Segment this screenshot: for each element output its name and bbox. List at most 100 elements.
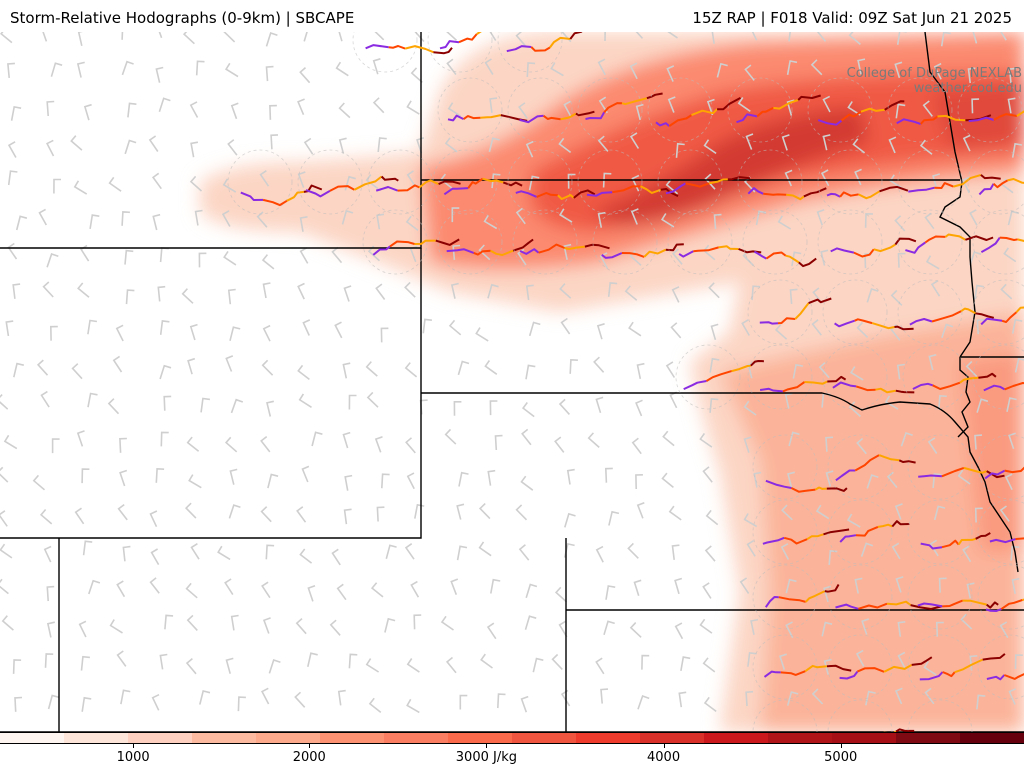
wind-barb: [486, 622, 497, 640]
wind-barb: [938, 394, 947, 410]
hodograph-segment: [718, 245, 739, 250]
wind-barb: [374, 436, 383, 453]
wind-barb: [46, 585, 55, 602]
wind-barb: [341, 209, 354, 225]
hodograph-segment: [858, 190, 881, 200]
wind-barb: [108, 176, 122, 192]
source-credit: College of DuPage NEXLAB weather.cod.edu: [847, 66, 1022, 96]
wind-barb: [774, 324, 788, 340]
hodograph-segment: [1015, 537, 1024, 541]
wind-barb: [267, 473, 279, 489]
wind-barb: [152, 213, 161, 231]
wind-barb: [487, 469, 496, 486]
hodograph-segment: [817, 119, 843, 126]
hodograph-segment: [1017, 238, 1024, 242]
wind-barb: [784, 169, 793, 187]
hodograph-segment: [937, 114, 966, 122]
wind-barb: [896, 32, 907, 45]
hodograph-segment: [569, 32, 583, 40]
wind-barb: [119, 437, 127, 453]
hodograph-ring: [972, 209, 1024, 275]
wind-barb: [629, 622, 642, 638]
hodograph-segment: [835, 469, 856, 482]
hodograph-segment: [783, 536, 808, 545]
wind-barb: [46, 100, 55, 117]
wind-barb: [71, 363, 83, 380]
hodograph-segment: [538, 243, 566, 254]
wind-barb: [181, 288, 194, 304]
wind-barb: [823, 585, 832, 603]
wind-barb: [151, 172, 162, 190]
wind-barb: [262, 324, 271, 342]
wind-barb: [788, 32, 791, 42]
wind-barb: [848, 32, 861, 46]
wind-barb: [706, 98, 715, 116]
hodograph-ring: [675, 344, 741, 410]
wind-barb: [866, 474, 879, 489]
hodograph-segment: [968, 116, 995, 123]
wind-barb: [861, 618, 870, 635]
hodograph-segment: [985, 608, 1002, 612]
colorbar-segment: [128, 733, 192, 743]
wind-barb: [595, 396, 604, 414]
hodograph-segment: [763, 670, 781, 678]
hodograph-segment: [418, 179, 440, 189]
wind-barb: [336, 583, 347, 601]
hodograph-ring: [297, 149, 363, 215]
hodograph-segment: [542, 115, 561, 121]
wind-barb: [786, 60, 798, 75]
wind-barb: [743, 513, 758, 528]
wind-barb: [159, 364, 172, 380]
storm-relative-hodographs: [227, 32, 1024, 732]
wind-barb: [563, 100, 572, 118]
wind-barb: [109, 619, 123, 634]
hodograph-segment: [463, 115, 481, 120]
colorbar-segment: [704, 733, 768, 743]
hodograph-segment: [875, 387, 896, 394]
hodograph-segment: [759, 387, 783, 393]
wind-barb: [923, 661, 937, 676]
hodograph-segment: [832, 381, 857, 389]
hodograph-segment: [612, 185, 641, 194]
colorbar-tick-mark: [309, 744, 311, 748]
wind-barb: [894, 503, 903, 520]
wind-barb: [301, 465, 310, 483]
colorbar-tick-mark: [840, 744, 842, 748]
hodograph-ring: [427, 32, 493, 73]
wind-barb: [338, 102, 351, 119]
wind-barb: [76, 61, 85, 78]
hodograph-ring: [752, 499, 818, 565]
wind-barb: [188, 474, 202, 489]
hodograph-segment: [986, 470, 1005, 479]
wind-barb: [967, 67, 976, 84]
wind-barb: [489, 97, 498, 113]
wind-barb: [780, 543, 790, 560]
wind-barb: [158, 97, 171, 113]
wind-barb: [821, 621, 833, 637]
wind-barb: [229, 326, 241, 341]
wind-barb: [678, 691, 687, 708]
colorbar-segment: [448, 733, 512, 743]
hodograph-segment: [808, 297, 832, 305]
wind-barb: [368, 697, 382, 714]
wind-barb: [787, 471, 795, 488]
hodograph-segment: [1015, 306, 1024, 313]
wind-barb: [702, 466, 713, 483]
wind-barb: [960, 613, 973, 630]
wind-barb: [46, 621, 55, 638]
wind-barb: [957, 469, 971, 485]
hodograph-segment: [894, 325, 914, 331]
wind-barb: [159, 320, 170, 335]
wind-barb: [488, 137, 500, 152]
wind-barb: [528, 321, 541, 337]
wind-barb: [344, 474, 353, 491]
hodograph-segment: [660, 188, 679, 197]
wind-barb: [42, 32, 48, 42]
hodograph-segment: [839, 534, 857, 543]
hodograph-segment: [765, 251, 787, 260]
hodograph-ring: [897, 279, 963, 345]
hodograph-segment: [894, 237, 917, 246]
wind-barb: [117, 503, 128, 521]
wind-barb: [307, 652, 318, 667]
wind-barb: [525, 583, 538, 599]
